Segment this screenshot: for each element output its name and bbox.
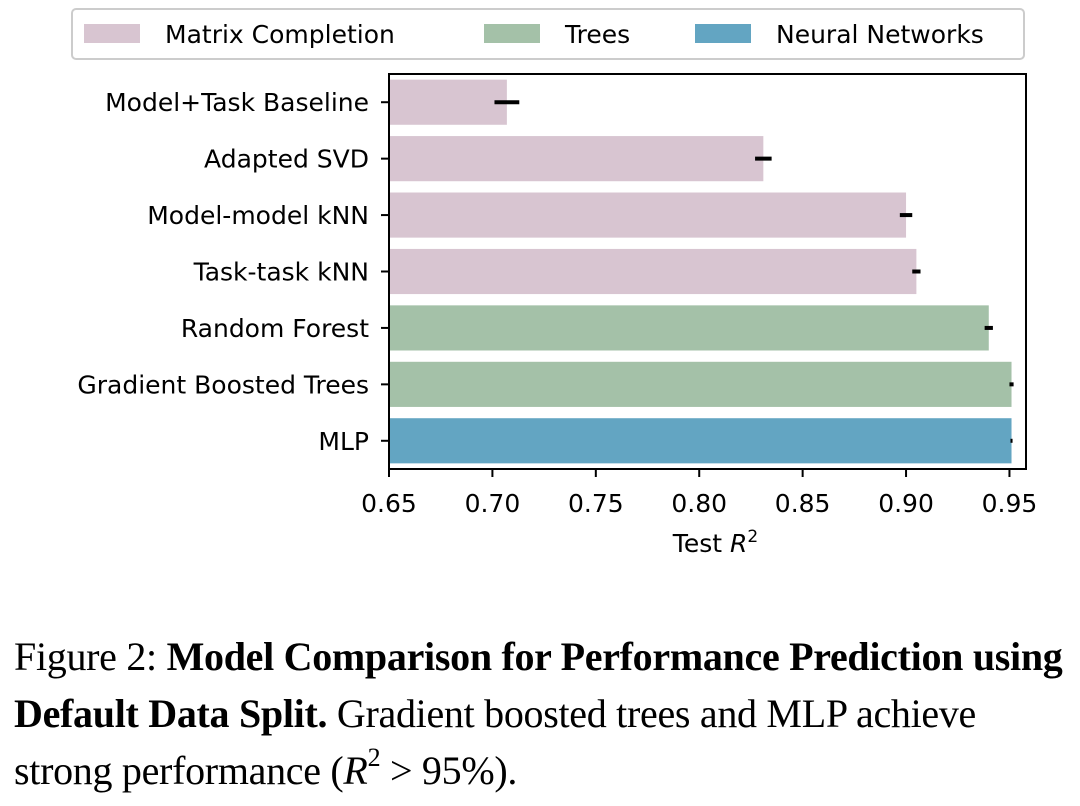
caption-math-sup: 2: [367, 743, 381, 772]
bar-task-task-knn: [389, 248, 917, 295]
y-tick-label-adapted-svd: Adapted SVD: [204, 145, 369, 174]
x-tick-label: 0.95: [982, 489, 1038, 518]
x-tick-label: 0.80: [671, 489, 727, 518]
figure-caption: Figure 2: Model Comparison for Performan…: [14, 628, 1070, 799]
y-axis-tick-labels: Model+Task Baseline Adapted SVD Model-mode…: [77, 88, 389, 456]
legend-label-neural-networks: Neural Networks: [776, 20, 984, 49]
legend-swatch-trees: [484, 24, 540, 43]
plot-frame: [388, 73, 1027, 470]
y-tick-label-mlp: MLP: [318, 427, 369, 456]
bar-random-forest: [389, 305, 989, 351]
legend-label-matrix-completion: Matrix Completion: [165, 20, 395, 49]
legend-box: [71, 8, 1025, 60]
legend-swatch-neural-networks: [695, 24, 751, 43]
y-tick-label-random-forest: Random Forest: [181, 314, 369, 343]
bar-mlp: [389, 418, 1012, 464]
x-axis-label-var: R: [730, 529, 747, 558]
bars: [389, 79, 1012, 464]
x-axis-label-sup: 2: [747, 527, 758, 547]
x-axis-label-text: Test: [672, 529, 730, 558]
bar-chart: Matrix Completion Trees Neural Networks Mo…: [71, 8, 1037, 558]
bar-model-task-baseline: [389, 79, 507, 125]
caption-title: Model Comparison for Performance Predict…: [14, 634, 1063, 736]
x-tick-label: 0.75: [568, 489, 624, 518]
error-bars: [494, 100, 1014, 443]
x-tick-label: 0.90: [878, 489, 934, 518]
bar-gradient-boosted-trees: [389, 361, 1012, 407]
legend-label-trees: Trees: [564, 20, 630, 49]
x-tick-label: 0.70: [465, 489, 521, 518]
bar-model-model-knn: [389, 192, 907, 238]
caption-body: Gradient boosted trees and MLP achieve s…: [14, 691, 977, 793]
y-tick-label-task-task-knn: Task-task kNN: [193, 258, 369, 287]
legend: Matrix Completion Trees Neural Networks: [71, 8, 1025, 60]
caption-math-var: R: [343, 748, 368, 793]
caption-prefix: Figure 2:: [14, 634, 167, 679]
legend-swatch-matrix-completion: [84, 24, 140, 43]
x-tick-label: 0.85: [775, 489, 831, 518]
bar-adapted-svd: [389, 136, 764, 182]
y-tick-label-model-model-knn: Model-model kNN: [147, 201, 369, 230]
x-tick-label: 0.65: [361, 489, 417, 518]
y-tick-label-gradient-boosted-trees: Gradient Boosted Trees: [77, 370, 369, 399]
x-axis: 0.65 0.70 0.75 0.80 0.85 0.90 0.95: [361, 469, 1037, 518]
caption-math-rest: > 95%).: [380, 748, 518, 793]
x-axis-label: Test R2: [672, 527, 758, 558]
y-tick-label-model-task-baseline: Model+Task Baseline: [105, 88, 369, 117]
